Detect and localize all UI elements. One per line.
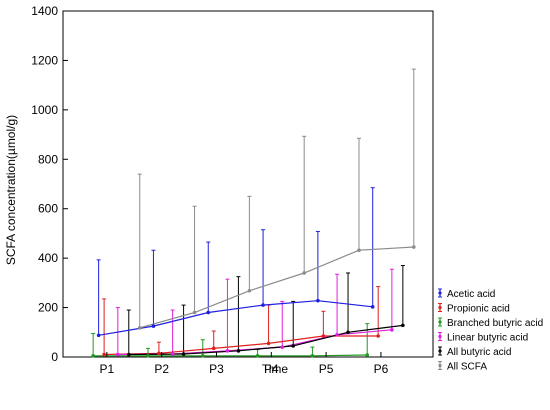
data-point [146, 353, 150, 358]
data-point [280, 345, 285, 349]
legend: Acetic acid Propionic acid Branched butyri… [438, 288, 543, 373]
data-point [157, 351, 161, 356]
series-lines-layer [93, 246, 414, 357]
data-point [291, 344, 296, 348]
data-point [335, 332, 339, 337]
series-line [98, 300, 373, 336]
error-bars-layer [91, 68, 416, 356]
x-tick-label: P5 [319, 362, 334, 376]
y-tick-label: 0 [51, 350, 58, 364]
data-point [247, 288, 252, 293]
data-point [365, 353, 370, 357]
data-point [390, 328, 394, 332]
y-tick-label: 400 [38, 251, 58, 265]
legend-marker-point [438, 334, 442, 339]
data-point [346, 330, 350, 335]
data-point [200, 353, 205, 358]
y-tick-label: 600 [38, 202, 58, 216]
data-point [302, 271, 306, 275]
legend-label: Acetic acid [447, 289, 495, 300]
points-layer [91, 245, 416, 358]
x-axis: P1 P2 P3 P4 P5 P6 [100, 352, 389, 376]
legend-marker-point [438, 349, 442, 353]
data-point [310, 353, 315, 358]
legend-label: Linear butyric acid [447, 333, 528, 344]
plot-area [62, 10, 434, 358]
data-point [137, 326, 142, 330]
data-point [261, 303, 265, 307]
legend-label: Branched butyric acid [447, 318, 543, 329]
data-point [225, 349, 230, 353]
x-axis-label: Time [262, 362, 289, 376]
data-point [151, 324, 156, 328]
y-axis-label: SCFA concentration(µmol/g) [4, 115, 18, 265]
series-line [139, 246, 414, 329]
y-tick-label: 1400 [31, 4, 58, 18]
data-point [401, 323, 405, 328]
y-tick-label: 200 [38, 301, 58, 315]
y-tick-label: 1200 [31, 53, 58, 67]
legend-label: All butyric acid [447, 347, 511, 358]
legend-label: Propionic acid [447, 304, 510, 315]
data-point [412, 245, 416, 249]
x-tick-label: P3 [209, 362, 224, 376]
data-point [211, 346, 216, 351]
legend-marker-point [438, 291, 442, 295]
data-point [370, 305, 375, 309]
data-point [170, 352, 175, 356]
data-point [376, 334, 380, 338]
data-point [236, 349, 241, 353]
legend-label: All SCFA [447, 362, 487, 373]
data-point [357, 248, 361, 253]
data-point [316, 298, 320, 303]
data-point [206, 310, 211, 315]
data-point [126, 352, 131, 357]
x-tick-label: P6 [374, 362, 389, 376]
series-line [128, 324, 403, 356]
data-point [181, 352, 186, 356]
legend-marker-point [438, 363, 442, 368]
data-point [91, 353, 95, 358]
series-line [93, 354, 368, 357]
y-tick-label: 800 [38, 152, 58, 166]
data-point [321, 334, 326, 338]
data-point [192, 310, 197, 315]
x-tick-label: P1 [100, 362, 115, 376]
y-axis: 0 200 400 600 800 1000 1200 1400 [31, 4, 68, 364]
data-point [255, 353, 260, 358]
data-point [116, 352, 120, 357]
data-point [266, 341, 271, 346]
y-tick-label: 1000 [31, 103, 58, 117]
data-point [96, 333, 101, 338]
legend-marker-point [438, 305, 442, 310]
legend-marker-point [438, 320, 442, 324]
x-tick-label: P2 [154, 362, 169, 376]
data-point [102, 352, 106, 357]
x-tick-label: P4 [264, 362, 279, 376]
